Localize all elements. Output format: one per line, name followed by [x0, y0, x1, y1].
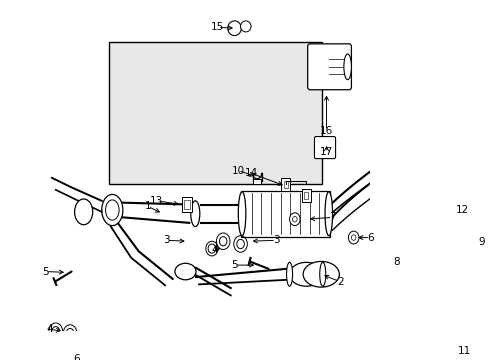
FancyBboxPatch shape	[301, 189, 310, 202]
Ellipse shape	[289, 262, 322, 286]
Text: 6: 6	[366, 233, 373, 243]
FancyBboxPatch shape	[281, 178, 290, 191]
FancyBboxPatch shape	[241, 191, 329, 237]
Text: 12: 12	[455, 205, 468, 215]
Ellipse shape	[66, 328, 74, 338]
Text: 13: 13	[150, 196, 163, 206]
Text: 16: 16	[319, 126, 332, 136]
Ellipse shape	[71, 356, 75, 360]
Ellipse shape	[75, 199, 93, 225]
Text: 11: 11	[457, 346, 470, 356]
Text: 7: 7	[328, 212, 335, 222]
Ellipse shape	[238, 192, 245, 236]
Text: 17: 17	[319, 147, 332, 157]
Bar	[253, 179, 261, 184]
Ellipse shape	[303, 261, 339, 287]
Text: 15: 15	[211, 22, 224, 32]
Ellipse shape	[227, 21, 241, 36]
Ellipse shape	[53, 358, 59, 360]
Text: 9: 9	[478, 237, 484, 247]
Ellipse shape	[236, 239, 244, 248]
Ellipse shape	[240, 21, 251, 32]
Text: 5: 5	[231, 260, 237, 270]
Text: 6: 6	[73, 354, 79, 360]
Ellipse shape	[219, 237, 226, 246]
Ellipse shape	[443, 223, 454, 241]
Ellipse shape	[319, 262, 325, 286]
FancyBboxPatch shape	[182, 197, 192, 212]
Text: 4: 4	[46, 324, 53, 334]
Text: 3: 3	[163, 235, 170, 245]
Ellipse shape	[325, 192, 332, 236]
Text: 2: 2	[336, 276, 343, 287]
Ellipse shape	[102, 194, 122, 226]
Ellipse shape	[286, 262, 292, 286]
Ellipse shape	[68, 352, 78, 360]
Ellipse shape	[190, 201, 200, 226]
Text: 1: 1	[144, 201, 151, 211]
Ellipse shape	[105, 200, 119, 220]
Text: 5: 5	[42, 266, 49, 276]
Ellipse shape	[52, 327, 60, 336]
Ellipse shape	[208, 244, 215, 253]
FancyBboxPatch shape	[434, 206, 443, 218]
Ellipse shape	[351, 235, 355, 240]
Text: 14: 14	[244, 168, 257, 178]
Ellipse shape	[175, 263, 196, 280]
Ellipse shape	[292, 216, 297, 222]
Ellipse shape	[343, 54, 351, 80]
Ellipse shape	[289, 213, 300, 226]
Text: 10: 10	[231, 166, 244, 176]
FancyBboxPatch shape	[307, 44, 351, 90]
Text: 3: 3	[272, 235, 279, 245]
Ellipse shape	[347, 231, 358, 244]
Ellipse shape	[458, 223, 470, 241]
Bar	[109, 42, 321, 184]
FancyBboxPatch shape	[314, 136, 335, 159]
Text: 4: 4	[211, 246, 218, 255]
Text: 8: 8	[392, 257, 399, 267]
